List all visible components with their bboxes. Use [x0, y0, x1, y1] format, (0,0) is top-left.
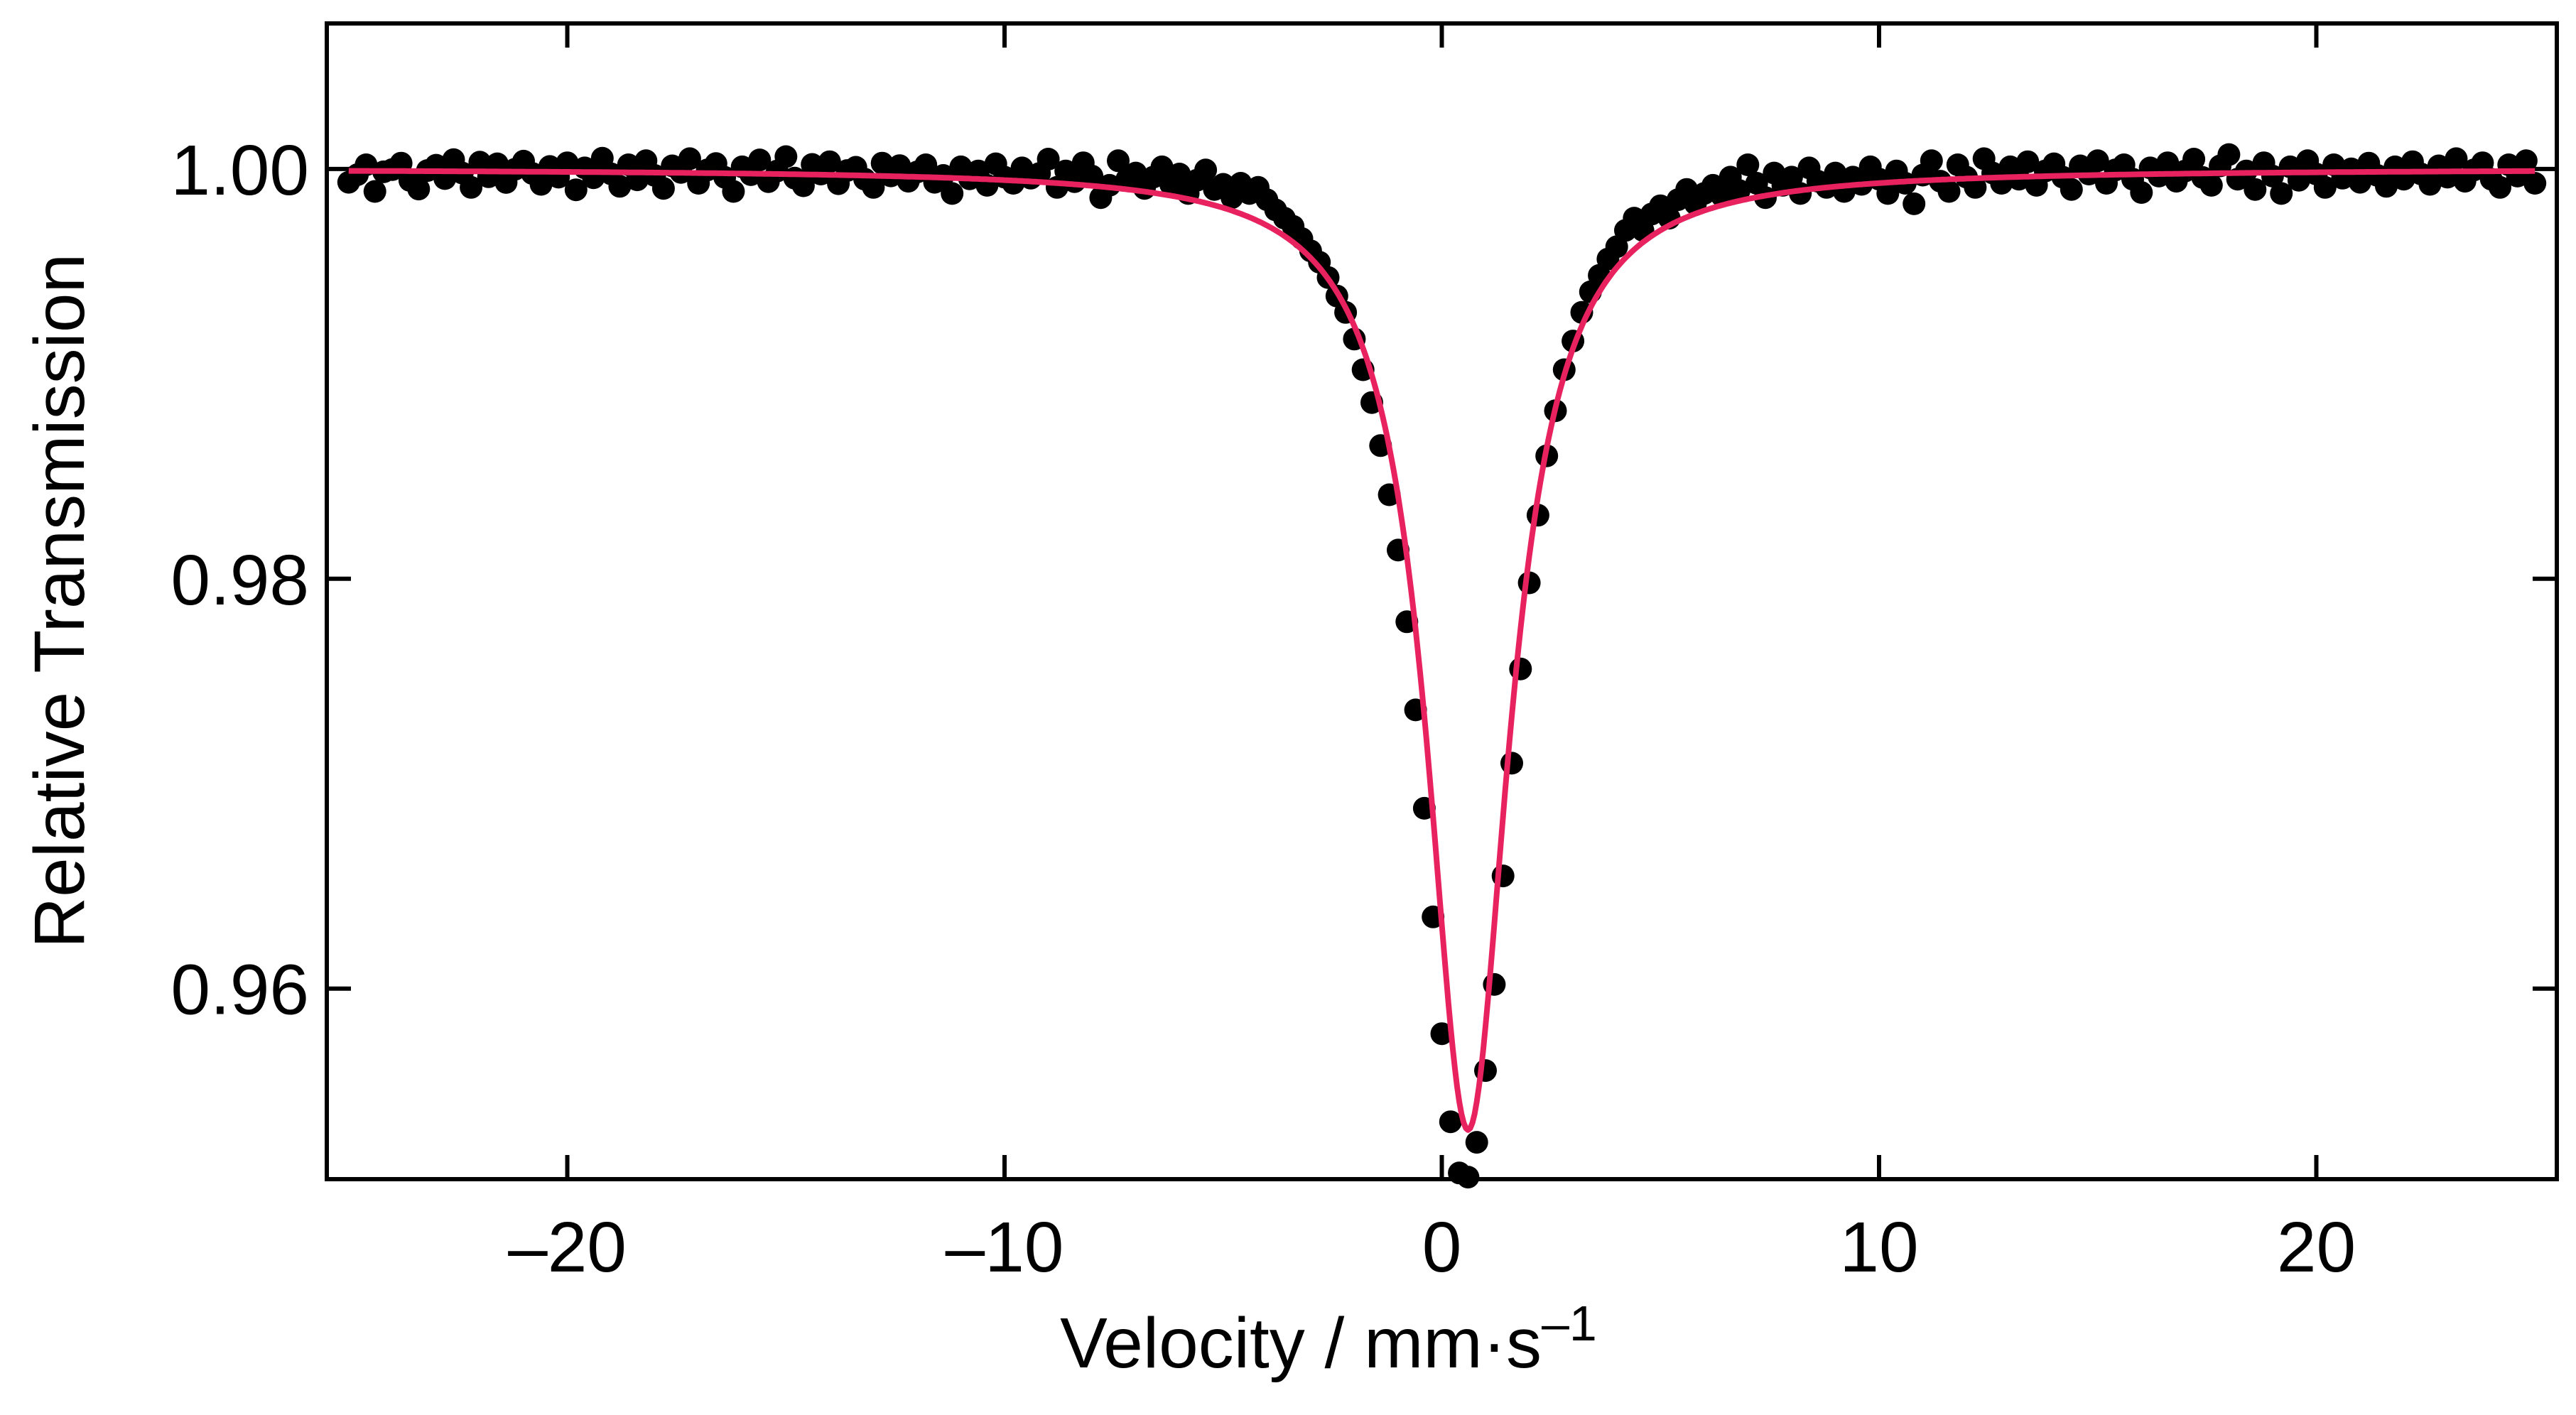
data-point — [2489, 175, 2511, 199]
x-axis-title: Velocity / mm·s–1 — [1060, 1296, 1597, 1383]
data-point — [1728, 179, 1750, 202]
x-tick-label: –20 — [508, 1208, 627, 1287]
data-point — [1920, 149, 1943, 173]
data-point — [608, 175, 632, 198]
data-point — [791, 174, 815, 197]
x-axis-title-text: Velocity / mm·s — [1060, 1303, 1542, 1383]
y-tick-label: 1.00 — [171, 131, 309, 210]
data-point — [1456, 1166, 1480, 1189]
y-tick-label: 0.98 — [171, 541, 309, 620]
data-point — [1876, 182, 1900, 205]
data-point — [1509, 657, 1532, 681]
data-point — [1465, 1131, 1488, 1154]
data-point — [1903, 192, 1926, 215]
data-point — [2375, 175, 2398, 198]
data-point — [914, 153, 938, 176]
data-point — [1150, 155, 1174, 178]
data-point — [2244, 178, 2267, 201]
data-point — [2270, 182, 2293, 205]
data-point — [2156, 151, 2180, 175]
data-point — [1824, 161, 1847, 185]
y-tick-label: 0.96 — [171, 950, 309, 1030]
data-point — [556, 151, 579, 175]
data-point — [2217, 143, 2241, 166]
data-point — [2445, 147, 2468, 170]
data-point — [818, 150, 841, 173]
data-point — [529, 173, 553, 196]
data-point — [722, 180, 745, 203]
x-tick-label: –10 — [946, 1208, 1064, 1287]
data-point — [2182, 148, 2206, 170]
data-point — [1037, 148, 1060, 170]
tick-labels: –20 –10 0 10 20 0.96 0.98 1.00 — [171, 131, 2356, 1287]
data-point — [2418, 173, 2442, 196]
data-point — [1937, 180, 1961, 203]
data-point — [941, 182, 964, 205]
data-point — [2514, 149, 2538, 173]
data-point — [2086, 149, 2109, 173]
data-point — [564, 178, 588, 202]
data-point — [1107, 149, 1130, 173]
data-point — [2523, 172, 2547, 195]
data-point — [363, 180, 386, 203]
data-point — [407, 178, 431, 201]
data-point — [2313, 175, 2337, 199]
x-tick-label: 0 — [1422, 1208, 1462, 1287]
data-point — [862, 175, 885, 199]
data-point — [1194, 158, 1218, 182]
data-point — [2349, 170, 2371, 194]
data-point — [1500, 752, 1523, 775]
data-point — [1964, 175, 1987, 199]
data-point — [651, 177, 675, 200]
y-axis-title: Relative Transmission — [20, 254, 99, 948]
data-point — [774, 145, 798, 168]
data-point — [678, 147, 701, 170]
data-point — [460, 175, 483, 199]
plot-area-group — [325, 21, 2559, 1189]
axis-ticks — [327, 23, 2557, 1179]
data-point — [2199, 173, 2223, 197]
data-point — [2016, 150, 2040, 173]
x-axis-title-exponent: –1 — [1542, 1296, 1597, 1351]
fit-curve — [347, 168, 2536, 1133]
data-point — [1430, 1022, 1454, 1046]
data-point — [1736, 153, 1760, 176]
data-point — [1439, 1110, 1462, 1134]
data-point — [748, 148, 772, 172]
data-points — [337, 143, 2547, 1189]
data-point — [1081, 164, 1104, 188]
data-point — [2060, 178, 2083, 201]
x-tick-label: 10 — [1839, 1208, 1918, 1287]
data-point — [1168, 163, 1191, 185]
x-tick-label: 20 — [2277, 1208, 2356, 1287]
data-point — [2130, 181, 2153, 204]
